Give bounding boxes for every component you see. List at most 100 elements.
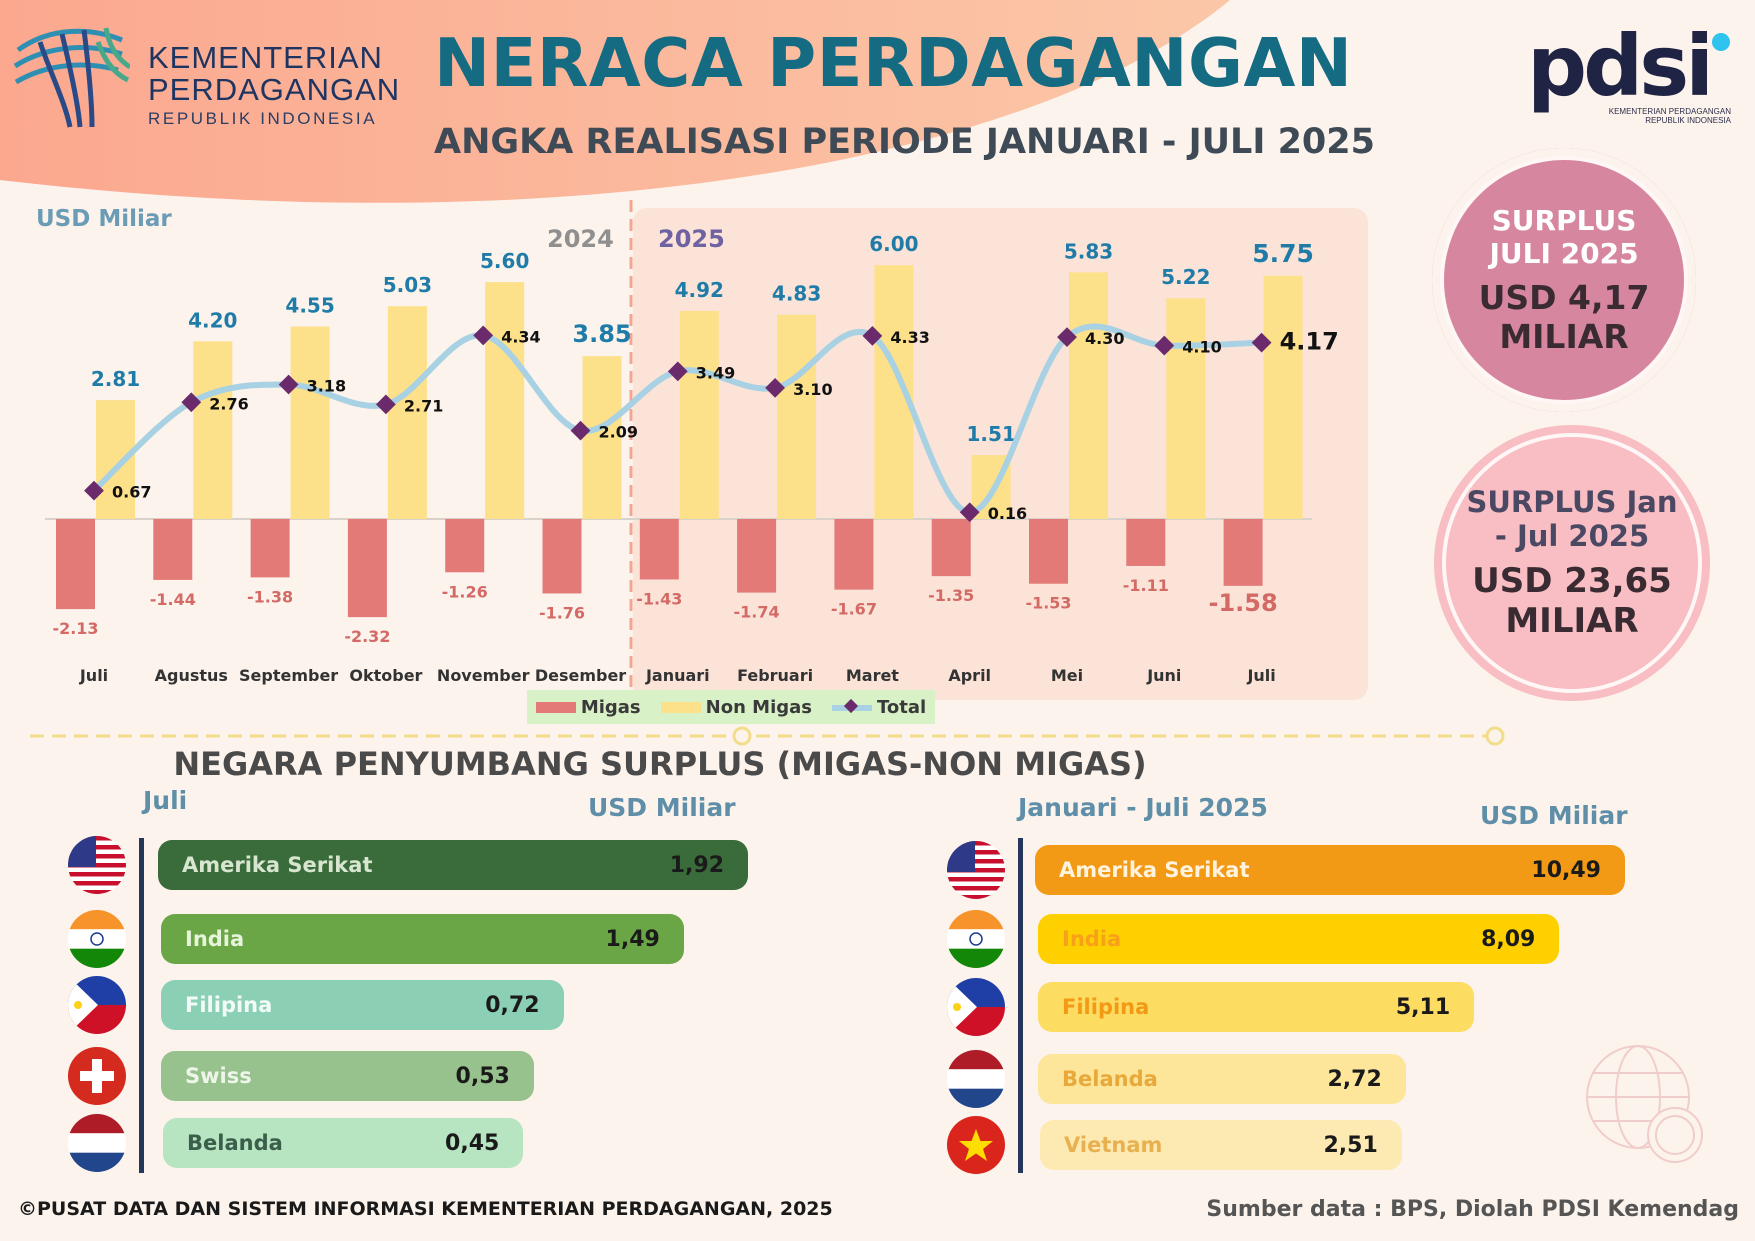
flag-us-icon [947,841,1005,899]
country-bar: Amerika Serikat 10,49 [1035,845,1625,895]
nonmigas-value-label: 4.83 [772,282,821,306]
flag-nl-icon [947,1050,1005,1108]
badge-ring [1440,156,1688,404]
nonmigas-value-label: 4.55 [285,294,334,318]
nonmigas-bar [387,306,427,519]
page-subtitle: ANGKA REALISASI PERIODE JANUARI - JULI 2… [434,122,1375,162]
pdsi-logo-text: pdsi [1527,20,1710,115]
migas-value-label: -1.74 [734,603,780,622]
total-point [1154,335,1175,356]
total-value-label: 3.10 [793,380,832,399]
migas-bar [1223,519,1263,586]
ministry-line3: REPUBLIK INDONESIA [148,109,378,128]
total-point [1057,327,1077,348]
total-value-label: 4.34 [501,327,540,346]
legend-nonmigas: Non Migas [660,696,812,718]
country-bar: Belanda 0,45 [163,1118,524,1168]
country-bar: Vietnam 2,51 [1040,1120,1402,1170]
migas-value-label: -1.11 [1123,576,1169,595]
legend-label: Non Migas [705,696,812,718]
total-point [473,325,494,346]
total-point [278,374,299,395]
x-tick-label: Oktober [349,666,422,685]
country-bar: Filipina 0,72 [161,980,564,1030]
copyright: ©PUSAT DATA DAN SISTEM INFORMASI KEMENTE… [18,1198,833,1220]
july-surplus-badge: SURPLUS JULI 2025 USD 4,17 MILIAR [1432,148,1696,412]
ministry-name: KEMENTERIAN PERDAGANGAN REPUBLIK INDONES… [148,42,400,129]
flag-vn-icon [947,1116,1005,1174]
ytd-panel-label: Januari - Juli 2025 [1018,793,1268,822]
y-axis-label: USD Miliar [36,206,172,232]
nonmigas-value-label: 1.51 [967,422,1016,446]
country-name: Amerika Serikat [1059,858,1250,882]
nonmigas-bar [777,314,817,519]
flag-ch-icon [68,1047,126,1105]
badge-ring [1442,433,1702,693]
country-value: 0,45 [445,1130,500,1156]
country-value: 8,09 [1481,926,1536,952]
country-bar: Filipina 5,11 [1038,982,1475,1032]
legend-swatch [535,702,576,713]
country-bar: Belanda 2,72 [1038,1054,1406,1104]
nonmigas-value-label: 2.81 [91,367,140,391]
x-tick-label: Januari [645,666,710,685]
country-name: Filipina [185,993,273,1017]
nonmigas-value-label: 5.60 [480,249,529,273]
migas-bar [834,519,874,590]
legend-total: Total [831,697,926,718]
migas-bar [542,519,582,594]
ministry-line1: KEMENTERIAN [148,40,383,75]
total-value-label: 4.30 [1085,329,1124,348]
ministry-logo-icon [13,27,130,128]
year-label-2025: 2025 [658,225,725,253]
x-tick-label: April [948,666,991,685]
total-point [1251,332,1272,353]
total-value-label: 2.71 [404,396,443,415]
country-value: 2,72 [1327,1066,1382,1092]
country-name: Vietnam [1064,1133,1163,1157]
country-name: India [185,927,245,951]
migas-value-label: -1.43 [636,589,682,608]
ytd-surplus-badge: SURPLUS Jan - Jul 2025 USD 23,65 MILIAR [1434,425,1710,701]
total-value-label: 4.33 [890,328,929,347]
migas-value-label: -1.26 [442,582,488,601]
chart-legend: Migas Non Migas Total [527,690,935,724]
pdsi-sub1: KEMENTERIAN PERDAGANGAN [1608,107,1731,116]
total-point [862,325,883,346]
total-point [181,392,202,413]
x-tick-label: September [239,666,338,685]
nonmigas-value-label: 5.22 [1161,265,1210,289]
x-tick-label: Maret [846,666,899,685]
nonmigas-bar [679,310,719,519]
country-value: 2,51 [1323,1132,1378,1158]
nonmigas-value-label: 5.03 [383,273,432,297]
total-value-label: 2.09 [599,423,638,442]
migas-value-label: -1.58 [1209,589,1278,617]
migas-bar [737,519,777,593]
nonmigas-bar [1069,272,1108,519]
flag-in-icon [68,910,126,968]
x-tick-label: November [437,666,530,685]
x-tick-label: Agustus [155,666,228,685]
section-title: NEGARA PENYUMBANG SURPLUS (MIGAS-NON MIG… [173,745,1147,783]
total-value-label: 3.18 [307,376,346,395]
legend-swatch [831,698,872,713]
year-label-2024: 2024 [547,225,614,253]
migas-value-label: -1.35 [928,586,974,605]
x-tick-label: Februari [737,666,813,685]
total-value-label: 0.16 [988,504,1027,523]
country-bar: India 8,09 [1038,914,1560,964]
nonmigas-bar [485,282,525,519]
migas-bar [445,519,485,573]
ytd-panel-axis [1018,838,1023,1173]
total-point [84,480,104,501]
country-name: Belanda [187,1131,283,1155]
migas-bar [1029,519,1068,584]
nonmigas-value-label: 4.20 [188,308,237,332]
flag-nl-icon [68,1114,126,1172]
migas-bar [1126,519,1166,566]
total-value-label: 0.67 [112,483,151,502]
migas-bar [639,519,679,580]
x-tick-label: Desember [535,666,626,685]
country-value: 1,49 [605,926,660,952]
